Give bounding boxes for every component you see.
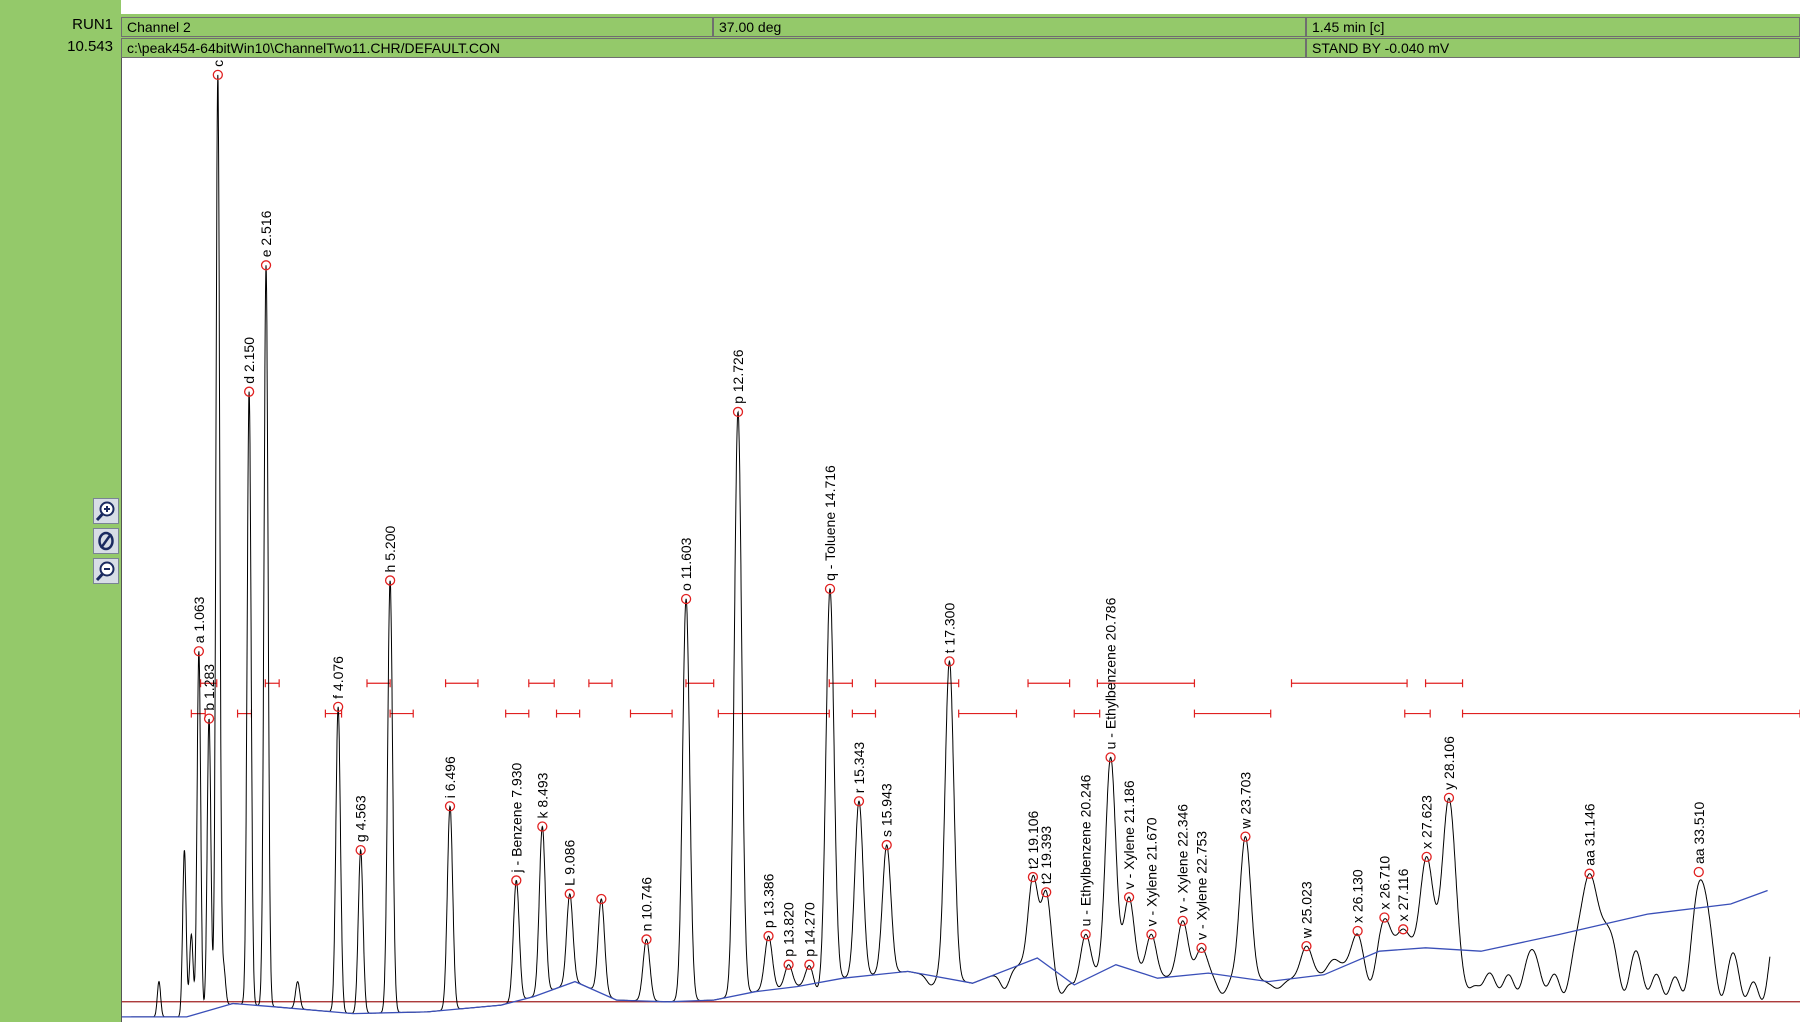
peak-label: x 27.623: [1419, 795, 1435, 849]
peak-label: y 28.106: [1441, 736, 1457, 790]
peak-label: a 1.063: [191, 596, 207, 643]
peak-label: t2 19.393: [1038, 826, 1054, 885]
peak-marker: [212, 69, 223, 81]
peak-label: w 23.703: [1237, 772, 1253, 830]
peak-marker: [1027, 871, 1039, 883]
peak-label: j - Benzene 7.930: [508, 762, 524, 873]
peak-marker: [193, 646, 205, 657]
peak-marker: [1041, 887, 1052, 898]
peak-label: v - Xylene 22.346: [1175, 804, 1191, 913]
peak-marker: [1443, 792, 1455, 804]
peak-label: f 4.076: [330, 656, 346, 699]
peak-label: t2 19.106: [1025, 810, 1041, 869]
peak-marker: [1301, 941, 1312, 952]
peak-label: p 13.820: [781, 902, 797, 957]
peak-label: L 9.086: [562, 840, 578, 886]
peak-label: v - Xylene 21.186: [1121, 780, 1137, 889]
peak-marker: [1105, 752, 1116, 763]
peak-label: i 6.496: [442, 756, 458, 798]
peak-label: x 27.116: [1395, 868, 1411, 921]
peak-marker: [1196, 942, 1207, 953]
peak-label: p 13.386: [761, 873, 777, 928]
peak-marker: [333, 701, 344, 712]
zoom-out-icon: [95, 561, 115, 582]
peak-marker: [384, 575, 396, 586]
zoom-reset-icon: [98, 531, 114, 551]
peak-marker: [260, 260, 272, 271]
zoom-in-icon: [95, 501, 115, 522]
peak-label: u - Ethylbenzene 20.246: [1078, 774, 1094, 926]
baseline-line: [122, 889, 1768, 1018]
peak-marker: [444, 801, 456, 812]
peak-label: p 14.270: [801, 902, 817, 957]
peak-marker: [881, 839, 892, 851]
peak-marker: [1177, 915, 1188, 927]
peak-label: c 1.473: [210, 58, 226, 67]
run-label: RUN1: [72, 16, 113, 33]
peak-marker: [1352, 925, 1363, 937]
peak-marker: [355, 844, 366, 856]
chromatogram-plot: a 1.063 b 1.283 c 1.473 d 2.150 e 2.516 f 4.0…: [121, 21, 1800, 1022]
peak-marker: [243, 386, 255, 397]
time-label: 10.543: [67, 38, 113, 55]
peak-marker: [1693, 866, 1704, 878]
peak-marker: [203, 713, 215, 724]
peak-marker: [732, 406, 744, 418]
peak-marker: [680, 593, 692, 605]
chromatogram-trace: [131, 74, 1771, 1018]
peak-marker: [1123, 892, 1135, 903]
peak-marker: [596, 893, 607, 905]
peak-marker: [763, 930, 774, 942]
peak-label: s 15.943: [879, 783, 895, 837]
temperature-cell: 37.00 deg: [713, 17, 1306, 37]
peak-label: p 12.726: [730, 349, 746, 404]
peak-label: x 26.710: [1376, 856, 1392, 910]
peak-marker: [1080, 929, 1091, 940]
peak-label: r 15.343: [851, 742, 867, 794]
file-path-cell: c:\peak454-64bitWin10\ChannelTwo11.CHR/D…: [121, 38, 1306, 58]
peak-label: n 10.746: [638, 877, 654, 932]
peak-label: aa 33.510: [1691, 802, 1707, 864]
peak-marker: [537, 821, 548, 832]
peak-marker: [511, 875, 522, 886]
peak-marker: [1240, 831, 1251, 842]
peak-marker: [1398, 924, 1409, 935]
header-bar: Channel 2 37.00 deg 1.45 min [c] c:\peak…: [121, 14, 1800, 58]
peak-label: v - Xylene 22.753: [1194, 831, 1210, 940]
peak-label: aa 31.146: [1581, 803, 1597, 865]
peak-label: b 1.283: [201, 664, 217, 711]
peak-marker: [641, 934, 652, 945]
peak-label: g 4.563: [353, 795, 369, 842]
peak-label: t 17.300: [941, 603, 957, 654]
chromatogram-svg: a 1.063 b 1.283 c 1.473 d 2.150 e 2.516 f 4.0…: [122, 21, 1800, 1018]
peak-marker: [783, 959, 794, 970]
zoom-out-button[interactable]: [93, 558, 119, 584]
peak-marker: [1421, 851, 1432, 862]
peak-label: w 25.023: [1298, 881, 1314, 939]
peak-label: q - Toluene 14.716: [822, 465, 838, 581]
peak-label: k 8.493: [534, 772, 550, 818]
peak-marker: [853, 796, 865, 807]
peak-marker: [824, 583, 836, 595]
zoom-in-button[interactable]: [93, 498, 119, 524]
left-panel: RUN1 10.543: [0, 0, 121, 1022]
peak-label: e 2.516: [258, 210, 274, 257]
status-cell: STAND BY -0.040 mV: [1306, 38, 1800, 58]
peak-marker: [1379, 912, 1390, 923]
peak-marker: [564, 888, 575, 900]
elapsed-time-cell: 1.45 min [c]: [1306, 17, 1800, 37]
peak-label: v - Xylene 21.670: [1143, 817, 1159, 926]
peak-marker: [944, 656, 955, 667]
peak-marker: [1146, 929, 1157, 940]
peak-label: h 5.200: [382, 526, 398, 573]
peak-label: d 2.150: [241, 337, 257, 384]
zoom-reset-button[interactable]: [93, 528, 119, 554]
peak-label: o 11.603: [678, 537, 694, 591]
peak-label: u - Ethylbenzene 20.786: [1103, 597, 1119, 749]
peak-marker: [1584, 868, 1595, 879]
channel-cell: Channel 2: [121, 17, 713, 37]
peak-marker: [804, 959, 815, 970]
peak-label: x 26.130: [1350, 869, 1366, 923]
